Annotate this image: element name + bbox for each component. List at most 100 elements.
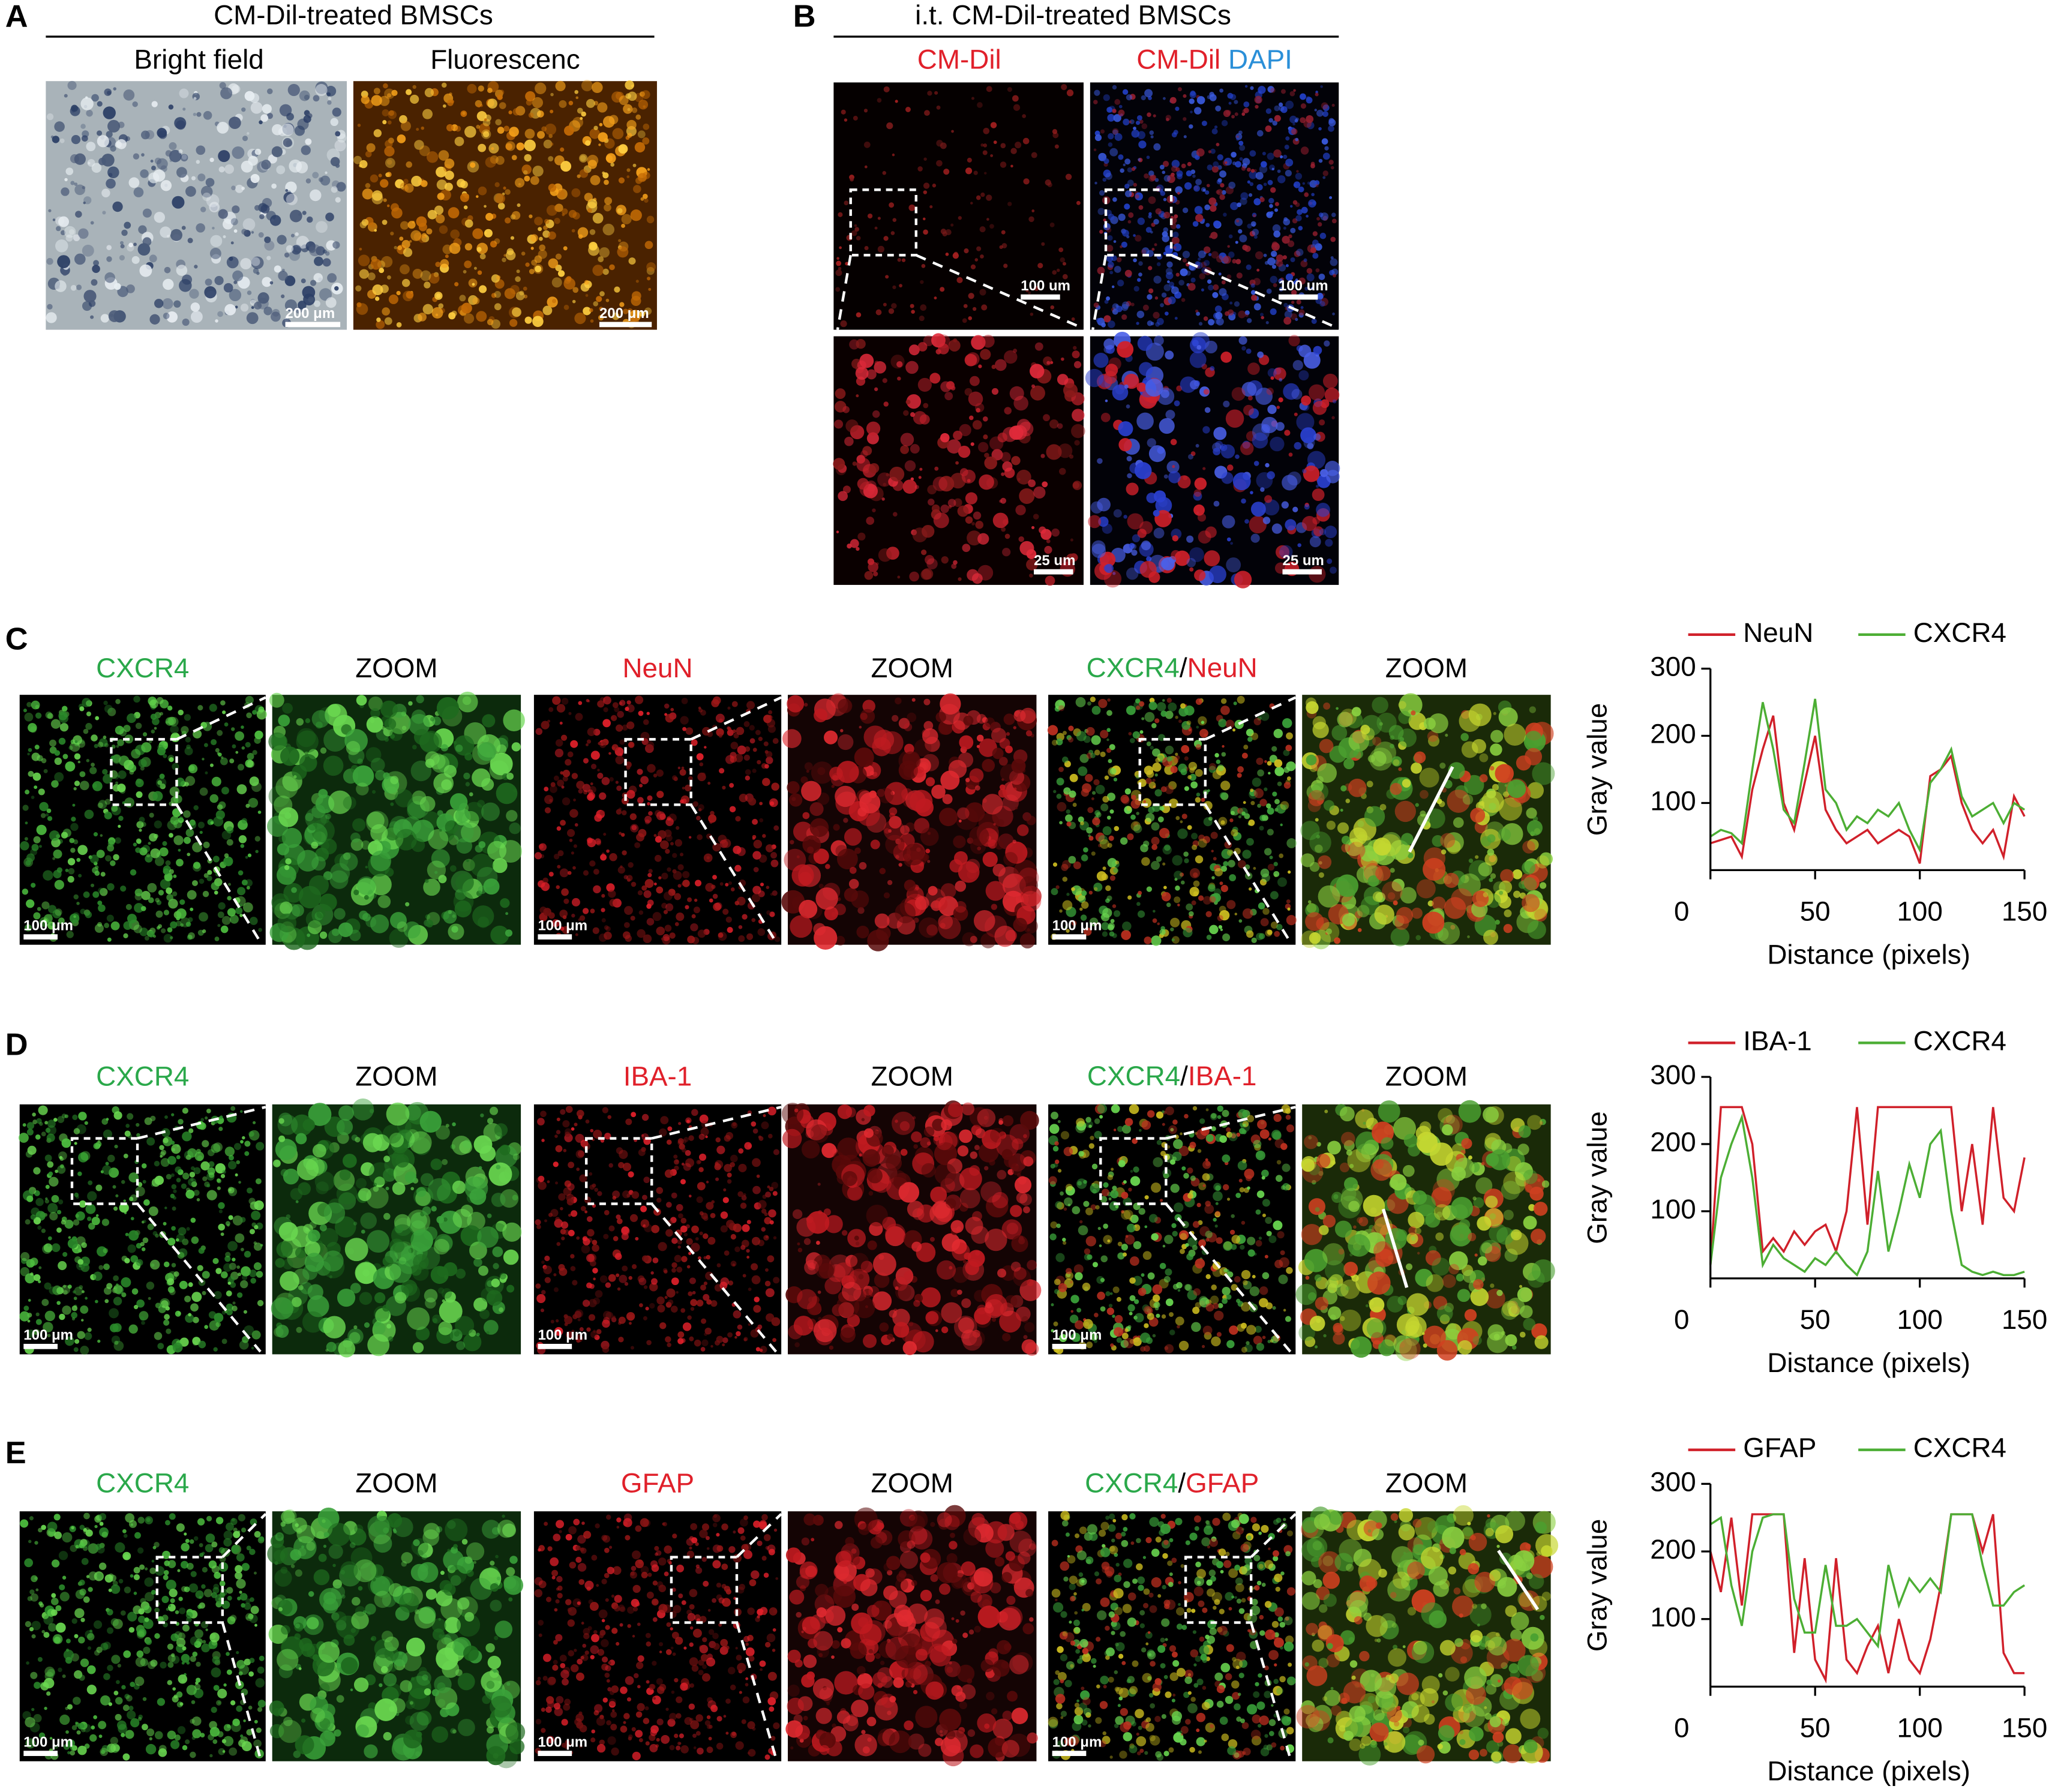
image-texture [1293,280,1298,285]
image-texture [1093,779,1100,786]
image-texture [266,113,273,119]
image-texture [302,286,316,299]
image-texture [1155,208,1162,215]
image-texture [314,300,320,307]
image-texture [52,136,60,143]
image-texture [401,725,407,731]
image-texture [160,226,172,238]
image-texture [1324,461,1340,476]
image-texture [592,82,603,94]
image-texture [725,883,729,887]
image-texture [697,772,706,782]
image-texture [139,264,152,277]
image-texture [205,278,212,286]
image-texture [1020,890,1042,912]
image-texture [79,781,89,791]
image-texture [60,230,66,236]
image-texture [1003,852,1018,867]
image-texture [1225,161,1228,164]
image-texture [117,775,121,778]
image-texture [559,721,563,725]
image-texture [224,164,234,174]
image-texture [102,769,108,775]
image-texture [1260,313,1264,317]
image-texture [1102,796,1109,803]
image-texture [646,741,655,750]
image-texture [1199,211,1203,215]
image-texture [187,934,193,940]
image-texture [1244,313,1249,317]
image-texture [1081,854,1088,862]
image-texture [1170,766,1178,773]
image-texture [97,135,109,148]
image-texture [1375,865,1391,881]
image-texture [1025,289,1029,293]
image-texture [497,202,505,210]
image-texture [729,806,736,813]
image-texture [1152,763,1162,772]
image-texture [1316,484,1319,488]
image-texture [1414,751,1426,764]
image-texture [372,190,383,201]
image-texture [992,512,1009,529]
image-texture [309,246,316,253]
image-texture [562,776,568,782]
image-texture [1139,730,1144,734]
image-texture [83,290,97,303]
image-texture [687,935,695,944]
image-texture [575,96,579,100]
image-texture [1249,230,1255,237]
image-texture [1195,769,1203,777]
image-texture [112,201,123,212]
image-texture [1298,186,1304,193]
image-texture [637,130,646,139]
image-texture [1166,902,1171,908]
image-texture [1203,389,1210,395]
image-texture [1121,930,1131,940]
image-texture [572,299,576,304]
image-texture [1308,199,1316,208]
image-texture [400,185,404,190]
image-texture [131,749,141,759]
image-texture [382,307,391,316]
image-texture [844,828,862,846]
image-texture [1277,169,1281,173]
image-texture [1107,113,1115,122]
image-texture [79,771,86,778]
image-texture [769,911,775,917]
image-texture [1173,243,1182,252]
image-texture [673,776,678,781]
image-texture [130,1217,134,1221]
image-texture [319,288,332,301]
image-texture [1237,202,1241,208]
image-texture [840,320,847,328]
image-texture [227,883,231,886]
image-texture [1103,338,1115,350]
image-texture [1061,757,1069,763]
image-texture [524,154,532,162]
image-texture [872,508,876,512]
image-texture [39,802,49,812]
image-texture [1296,170,1299,173]
image-texture [1312,488,1325,501]
image-texture [1379,834,1402,857]
image-texture [1104,563,1114,574]
image-texture [169,159,173,163]
image-texture [1066,893,1070,896]
image-texture [790,915,812,938]
image-texture [1202,467,1206,470]
image-texture [538,227,542,232]
image-texture [784,848,806,871]
image-texture [1113,910,1121,917]
image-texture [1295,202,1300,208]
image-texture [1194,107,1202,115]
image-texture [83,728,89,734]
image-texture [1281,501,1289,509]
image-texture [1034,286,1039,292]
image-texture [552,696,561,705]
image-texture [1204,340,1217,354]
image-texture [1191,900,1196,905]
image-texture [401,278,410,287]
image-texture [1246,348,1252,354]
image-texture [1165,350,1174,360]
